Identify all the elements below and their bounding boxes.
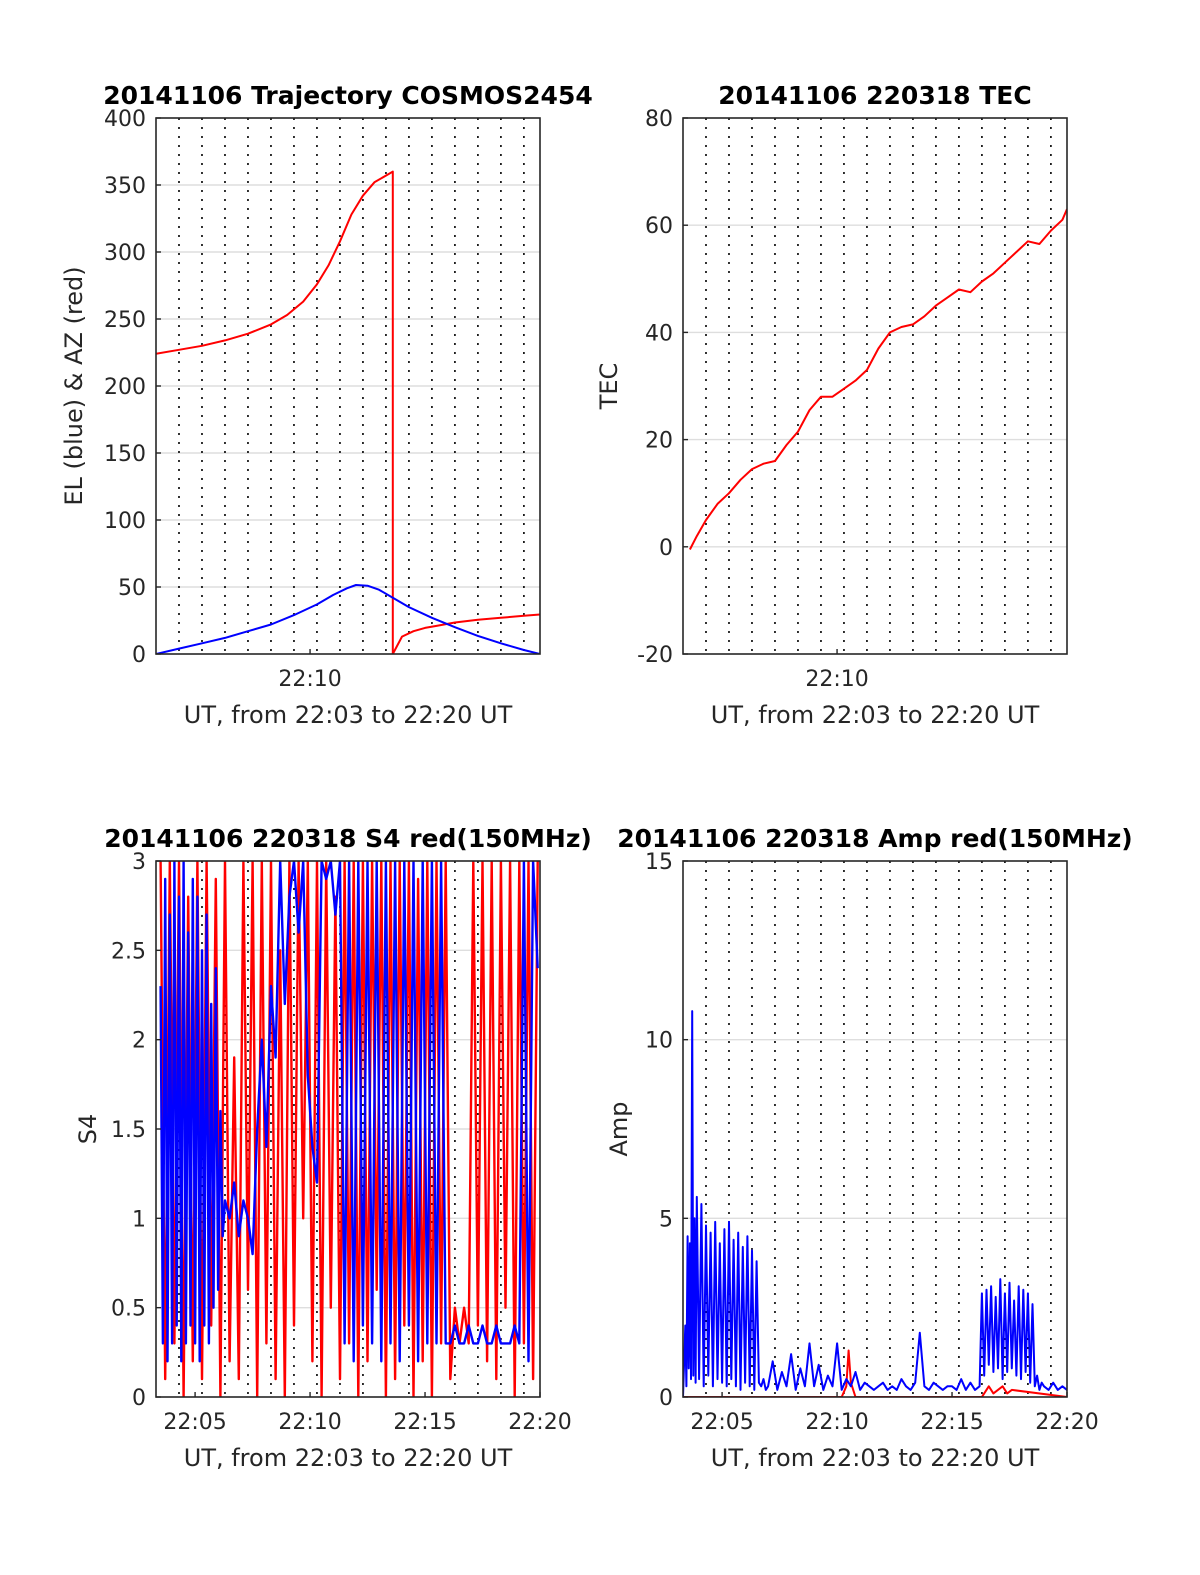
- y-tick-label: 20: [645, 429, 673, 454]
- y-axis-label: TEC: [595, 363, 623, 411]
- y-tick-label: 0: [132, 643, 146, 668]
- axes-frame: [682, 860, 1068, 1398]
- y-tick-label: 60: [645, 214, 673, 239]
- series-line-1: [159, 861, 539, 1397]
- y-tick-label: 40: [645, 321, 673, 346]
- y-tick-label: 0: [132, 1386, 146, 1411]
- x-axis-label: UT, from 22:03 to 22:20 UT: [184, 701, 513, 729]
- y-tick-label: 2: [132, 1029, 146, 1054]
- series-line-2: [159, 861, 539, 1363]
- x-tick-label: 22:10: [805, 1410, 868, 1435]
- y-tick-label: 5: [659, 1207, 673, 1232]
- chart-s4: 0 0.5 1 1.5 2 2.5 3 22:05 22:10 22:15 22:20 2014110…: [74, 824, 592, 1472]
- chart-title: 20141106 220318 S4 red(150MHz): [104, 824, 592, 853]
- y-tick-label: 1: [132, 1207, 146, 1232]
- chart-title: 20141106 Trajectory COSMOS2454: [103, 81, 593, 110]
- x-tick-label: 22:15: [920, 1410, 983, 1435]
- y-tick-label: -20: [637, 643, 673, 668]
- x-axis-label: UT, from 22:03 to 22:20 UT: [711, 701, 1040, 729]
- chart-amp: 0 5 10 15 22:05 22:10 22:15 22:20 20141106 22031…: [605, 824, 1133, 1472]
- y-tick-label: 100: [104, 509, 146, 534]
- y-axis-label: EL (blue) & AZ (red): [60, 266, 88, 505]
- series-line-1: [689, 208, 1067, 550]
- y-tick-label: 400: [104, 107, 146, 132]
- axes-frame: [682, 117, 1068, 655]
- y-tick-label: 1.5: [111, 1118, 146, 1143]
- series-line-2: [683, 1010, 1067, 1397]
- x-tick-label: 22:10: [805, 667, 868, 692]
- x-tick-label: 22:20: [1035, 1410, 1098, 1435]
- y-tick-label: 150: [104, 442, 146, 467]
- x-tick-label: 22:05: [163, 1410, 226, 1435]
- y-tick-label: 250: [104, 308, 146, 333]
- chart-title: 20141106 220318 Amp red(150MHz): [617, 824, 1133, 853]
- y-tick-label: 350: [104, 174, 146, 199]
- y-tick-label: 15: [645, 850, 673, 875]
- x-axis-label: UT, from 22:03 to 22:20 UT: [711, 1444, 1040, 1472]
- y-tick-label: 50: [118, 576, 146, 601]
- y-tick-label: 3: [132, 850, 146, 875]
- x-tick-label: 22:15: [393, 1410, 456, 1435]
- chart-tec: -20 0 20 40 60 80 22:10 20141106 220318 TEC UT, …: [595, 81, 1068, 729]
- y-tick-label: 2.5: [111, 939, 146, 964]
- series-line-1: [156, 170, 540, 654]
- series-line-2: [156, 584, 540, 654]
- x-tick-label: 22:10: [278, 1410, 341, 1435]
- y-tick-label: 80: [645, 107, 673, 132]
- y-tick-label: 300: [104, 241, 146, 266]
- y-tick-label: 10: [645, 1029, 673, 1054]
- y-axis-label: Amp: [605, 1101, 633, 1156]
- chart-title: 20141106 220318 TEC: [718, 81, 1031, 110]
- chart-trajectory: 0 50 100 150 200 250 300 350 400 22:10 20141106 Tr…: [60, 81, 593, 729]
- y-axis-label: S4: [74, 1114, 102, 1145]
- x-axis-label: UT, from 22:03 to 22:20 UT: [184, 1444, 513, 1472]
- y-tick-label: 0: [659, 536, 673, 561]
- y-tick-label: 0: [659, 1386, 673, 1411]
- x-tick-label: 22:10: [278, 667, 341, 692]
- y-tick-label: 200: [104, 375, 146, 400]
- y-tick-label: 0.5: [111, 1297, 146, 1322]
- x-tick-label: 22:20: [508, 1410, 571, 1435]
- x-tick-label: 22:05: [690, 1410, 753, 1435]
